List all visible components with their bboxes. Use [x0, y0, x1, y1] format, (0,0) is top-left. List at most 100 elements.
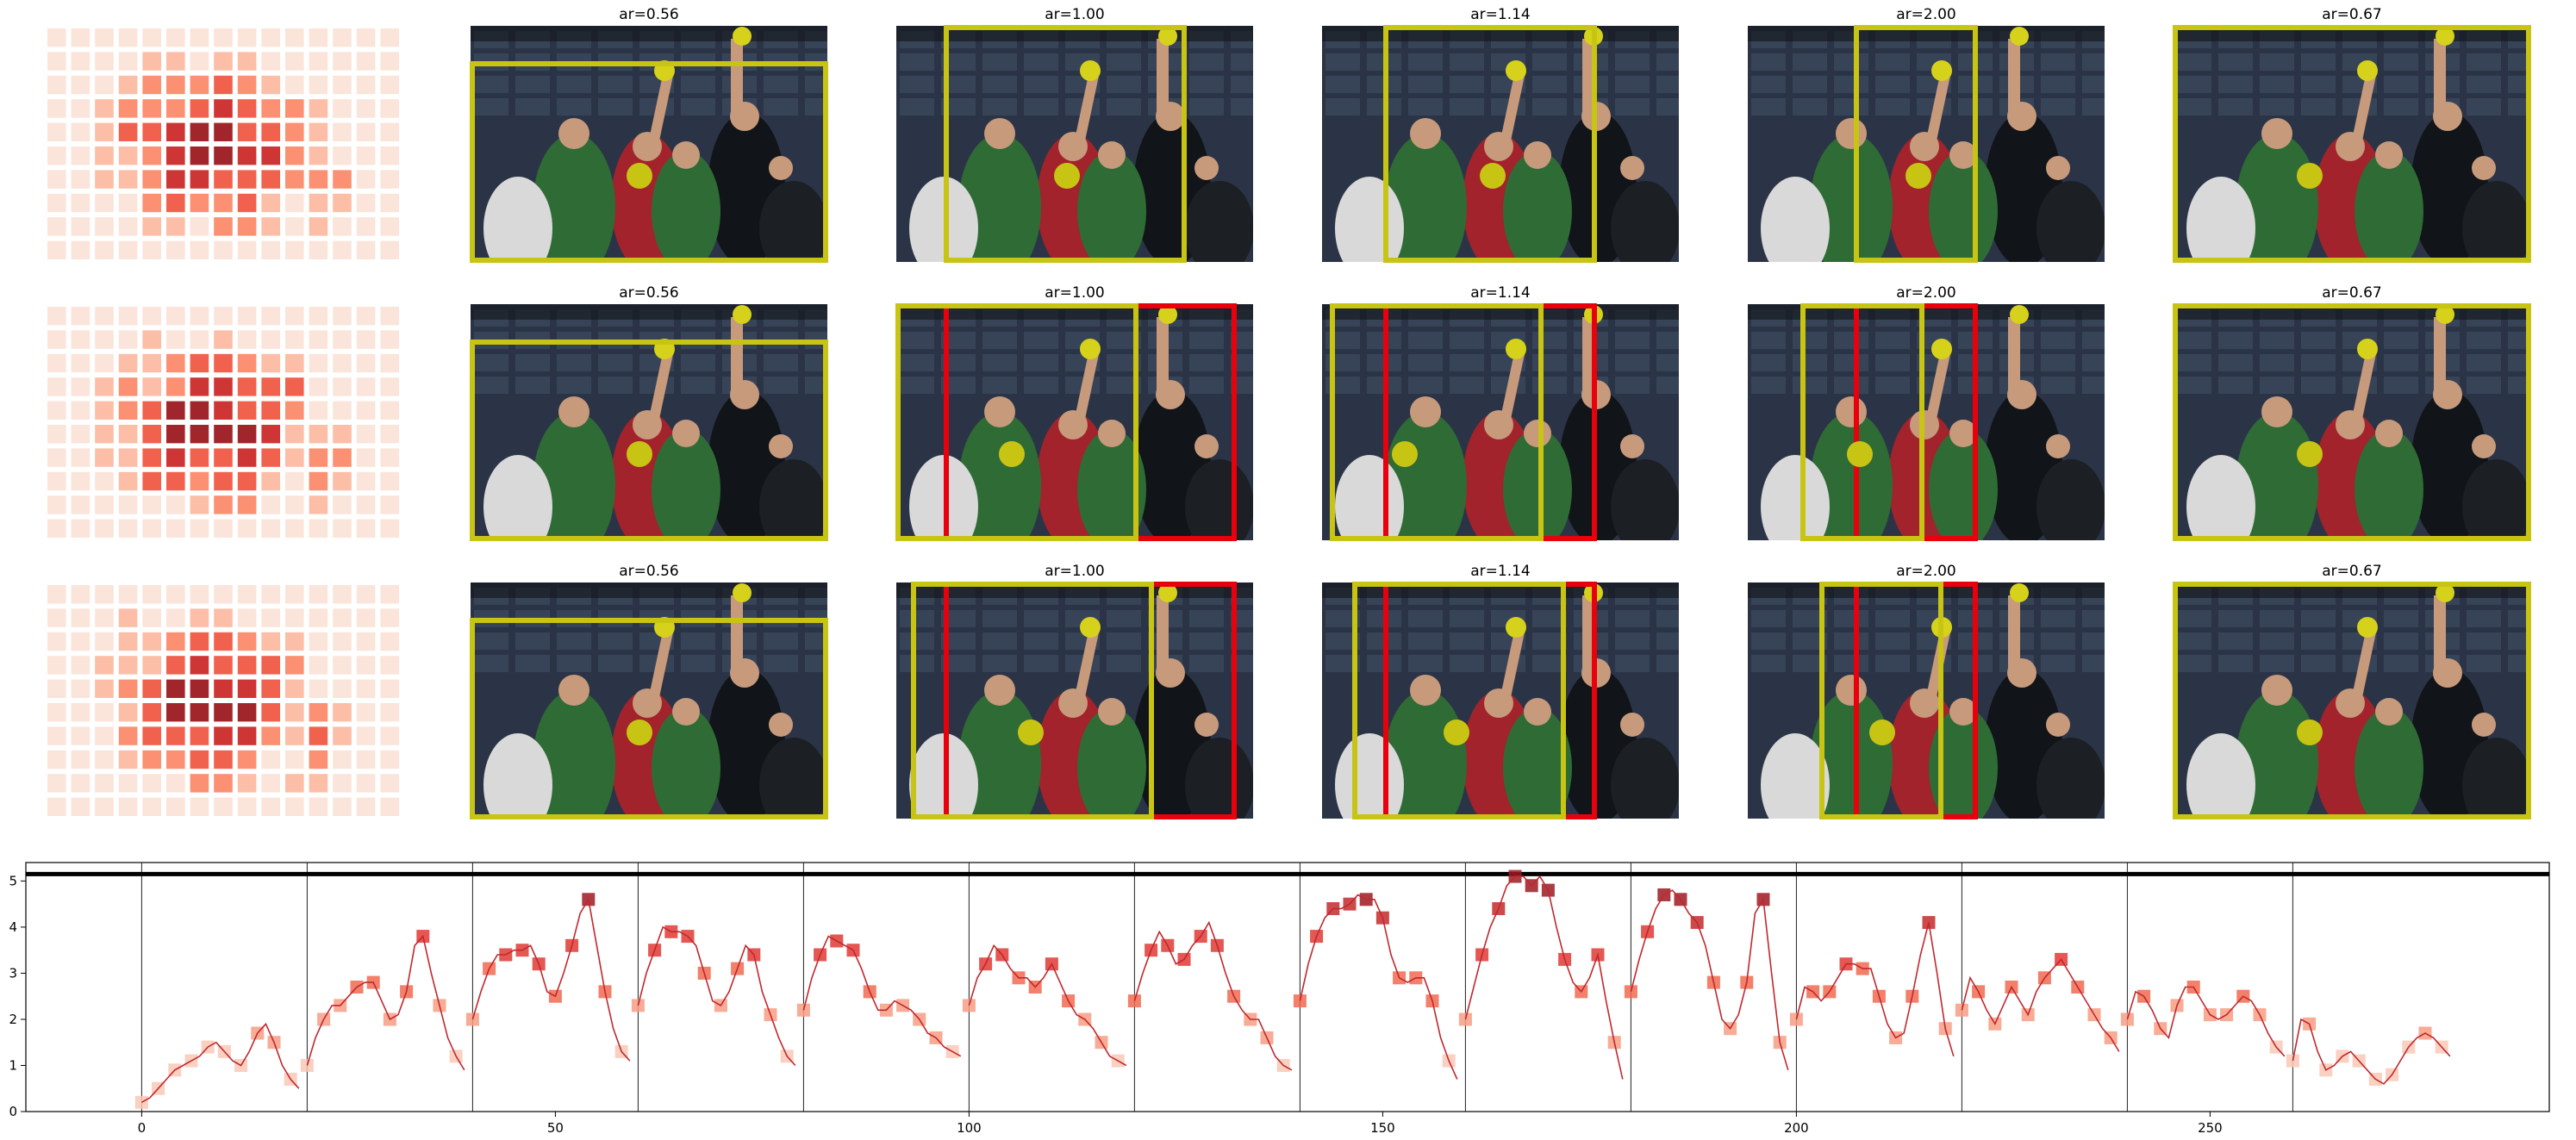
heatmap-cell: [261, 353, 280, 373]
heatmap-cell: [166, 75, 185, 95]
heatmap-cell: [380, 774, 399, 793]
series-line: [1133, 920, 1293, 1071]
heatmap-cell: [142, 774, 161, 793]
heatmap-cell: [71, 608, 90, 627]
heatmap-cell: [309, 99, 328, 118]
heatmap-cell: [142, 170, 161, 189]
x-tick-label: 150: [1370, 1120, 1395, 1136]
heatmap-cell: [237, 217, 257, 236]
heatmap-cell: [71, 448, 90, 467]
heatmap-cell: [285, 750, 304, 769]
heatmap-cell: [333, 750, 352, 769]
heatmap-cell: [47, 99, 66, 118]
y-tick-label: 3: [9, 965, 17, 981]
heatmap-cell: [380, 353, 399, 373]
panel-title: ar=1.00: [1045, 563, 1105, 580]
heatmap-cell: [142, 750, 161, 769]
heatmap-cell: [47, 193, 66, 213]
heatmap-cell: [285, 122, 304, 141]
heatmap-cell: [166, 146, 185, 165]
heatmap-cell: [95, 377, 114, 396]
frame-panel: ar=0.56: [470, 563, 828, 819]
heatmap-cell: [142, 519, 161, 538]
heatmap-cell: [356, 170, 376, 189]
heatmap-cell: [380, 495, 399, 514]
heatmap-cell: [285, 330, 304, 349]
heatmap-cell: [356, 703, 376, 722]
heatmap-cell: [166, 632, 185, 651]
heatmap-cell: [95, 519, 114, 538]
heatmap-cell: [285, 519, 304, 538]
heatmap-cell: [356, 28, 376, 47]
heatmap-cell: [142, 632, 161, 651]
heatmap-cell: [95, 425, 114, 444]
heatmap-cell: [214, 703, 233, 722]
heatmap-cell: [356, 146, 376, 165]
heatmap-cell: [237, 774, 257, 793]
heatmap-cell: [47, 240, 66, 259]
heatmap-cell: [380, 585, 399, 604]
series-line: [1630, 889, 1789, 1071]
heatmap-cell: [333, 519, 352, 538]
heatmap-cell: [214, 217, 233, 236]
heatmap-cell: [333, 28, 352, 47]
plot-frame: [25, 862, 2550, 1112]
heatmap-cell: [333, 330, 352, 349]
heatmap-cell: [237, 797, 257, 816]
heatmap-cell: [142, 425, 161, 444]
panel-title: ar=1.14: [1470, 563, 1531, 580]
heatmap-cell: [380, 307, 399, 326]
frames-grid: ar=0.56 ar=1.00 ar=1.14 ar=2.00 ar=0.67 ar=0.…: [47, 6, 2531, 819]
heatmap-cell: [166, 774, 185, 793]
heatmap-cell: [237, 425, 257, 444]
heatmap-cell: [190, 99, 209, 118]
heatmap-cell: [95, 170, 114, 189]
heatmap-cell: [356, 217, 376, 236]
photo: [2174, 26, 2530, 262]
heatmap-cell: [214, 774, 233, 793]
crop-box: [1800, 303, 1924, 541]
heatmap-cell: [142, 726, 161, 745]
heatmap-cell: [47, 519, 66, 538]
heatmap-cell: [261, 519, 280, 538]
heatmap-cell: [214, 170, 233, 189]
heatmap-cell: [214, 353, 233, 373]
heatmap-cell: [356, 240, 376, 259]
heatmap-cell: [166, 703, 185, 722]
heatmap-cell: [142, 608, 161, 627]
heatmap-cell: [95, 99, 114, 118]
heatmap-cell: [214, 75, 233, 95]
heatmap-cell: [261, 52, 280, 71]
heatmap-cell: [71, 519, 90, 538]
heatmap-cell: [285, 425, 304, 444]
center-point: [2297, 163, 2323, 189]
heatmap-cell: [333, 307, 352, 326]
heatmap-cell: [95, 774, 114, 793]
heatmap-cell: [261, 28, 280, 47]
heatmap-cell: [237, 52, 257, 71]
heatmap-cell: [166, 750, 185, 769]
heatmap-cell: [309, 425, 328, 444]
heatmap-cell: [95, 726, 114, 745]
heatmap-cell: [214, 797, 233, 816]
heatmap-cell: [309, 240, 328, 259]
heatmap-cell: [214, 726, 233, 745]
frame-panel: ar=0.56: [470, 6, 828, 263]
heatmap-cell: [237, 679, 257, 698]
heatmap-cell: [166, 797, 185, 816]
heatmap-cell: [47, 146, 66, 165]
series-line: [637, 925, 796, 1067]
heatmap-cell: [285, 585, 304, 604]
x-tick-label: 200: [1784, 1120, 1809, 1136]
heatmap-cell: [214, 632, 233, 651]
photo: [896, 304, 1253, 540]
heatmap-cell: [47, 774, 66, 793]
heatmap-cell: [118, 146, 138, 165]
heatmap-cell: [166, 377, 185, 396]
panel-title: ar=0.56: [619, 284, 679, 302]
heatmap-cell: [285, 703, 304, 722]
heatmap-cell: [166, 425, 185, 444]
heatmap-cell: [71, 585, 90, 604]
heatmap-cell: [71, 774, 90, 793]
heatmap-cell: [214, 750, 233, 769]
